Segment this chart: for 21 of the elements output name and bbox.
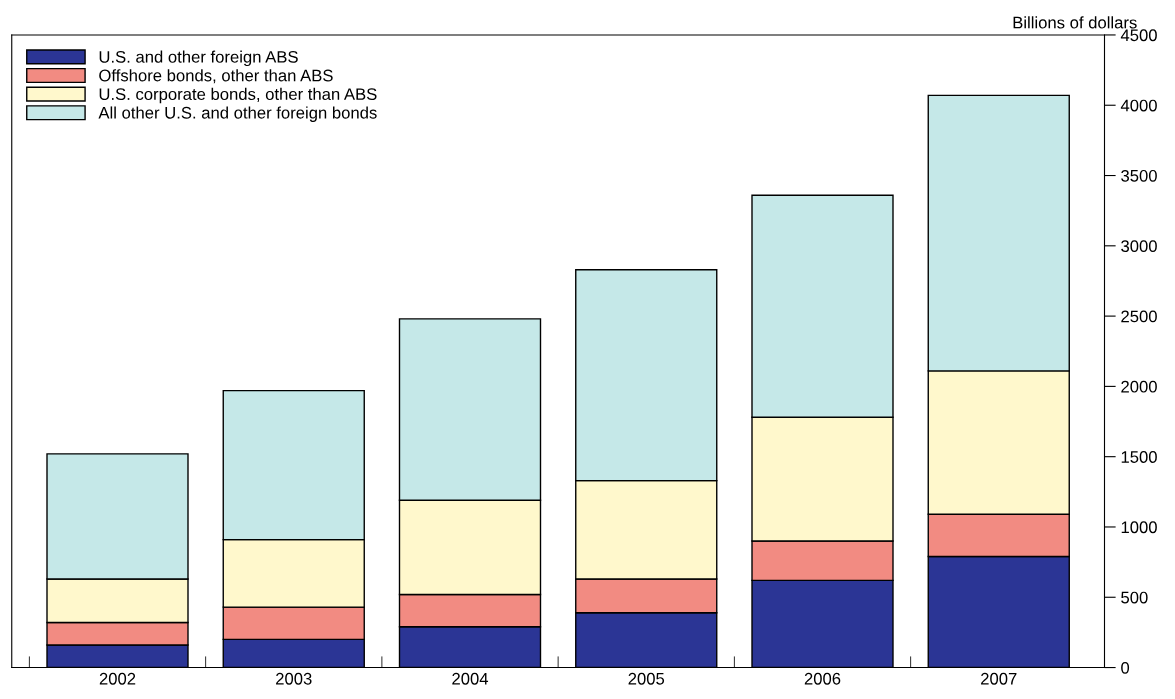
y-axis-title: Billions of dollars (1013, 16, 1137, 29)
y-tick-label: 2500 (1121, 310, 1157, 323)
y-tick-label: 0 (1121, 661, 1130, 674)
legend-label: All other U.S. and other foreign bonds (98, 106, 377, 122)
x-tick-label: 2005 (628, 672, 665, 685)
x-tick-label: 2004 (452, 672, 489, 685)
x-tick-label: 2006 (804, 672, 841, 685)
y-tick-label: 4500 (1120, 29, 1157, 42)
y-tick-label: 3500 (1121, 169, 1157, 182)
y-tick-label: 500 (1121, 591, 1148, 604)
y-tick-label: 1000 (1121, 521, 1157, 534)
legend-label: U.S. and other foreign ABS (99, 50, 298, 67)
x-tick-label: 2003 (276, 672, 312, 685)
legend-label: Offshore bonds, other than ABS (99, 69, 333, 84)
legend-label: U.S. corporate bonds, other than ABS (99, 87, 377, 104)
x-tick-label: 2002 (99, 672, 136, 685)
y-tick-label: 4000 (1120, 99, 1157, 112)
y-tick-label: 1500 (1121, 451, 1157, 463)
x-tick-label: 2007 (981, 672, 1017, 685)
y-tick-label: 3000 (1121, 240, 1157, 253)
y-tick-label: 2000 (1121, 380, 1157, 393)
